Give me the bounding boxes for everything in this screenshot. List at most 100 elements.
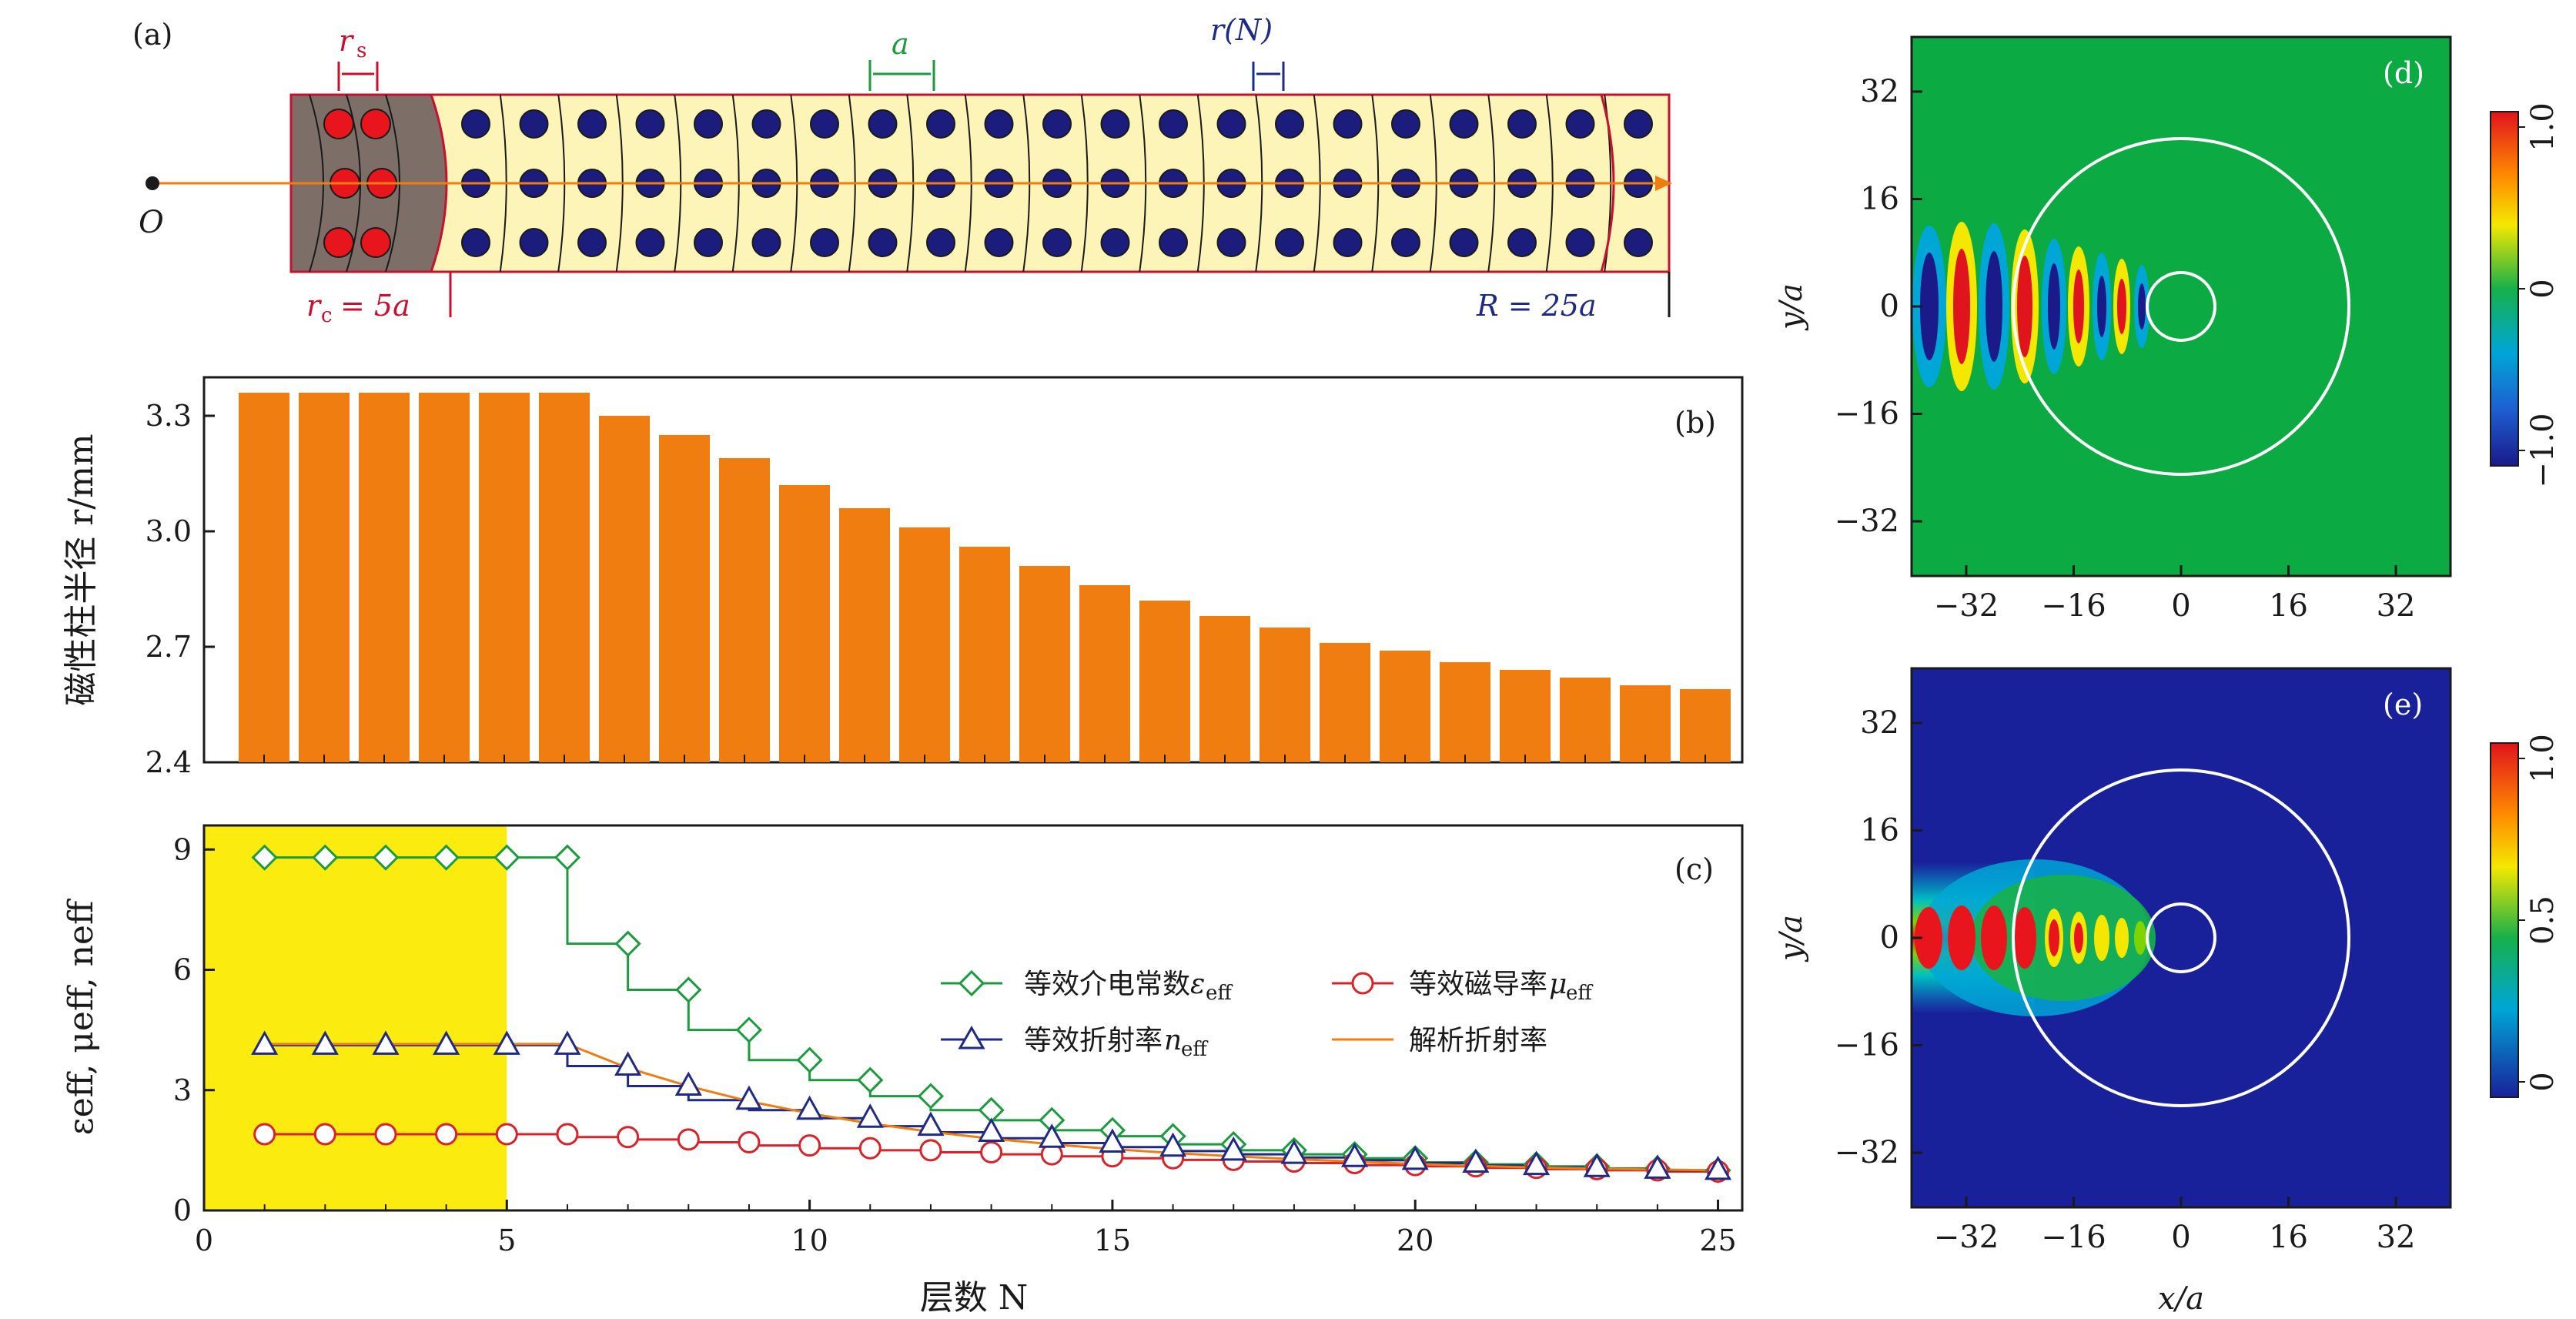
outer-rod bbox=[1333, 228, 1363, 257]
n-marker bbox=[1523, 1150, 1551, 1176]
panel-b-bar-chart: 2.4 2.7 3.0 3.3 (b) 磁性柱半径 r/mm bbox=[62, 376, 1744, 779]
x-tick-label: −16 bbox=[2041, 1220, 2106, 1255]
outer-rod bbox=[461, 109, 490, 139]
axes-d: 32 16 0 −16 −32 −32 −16 0 16 32 bbox=[1835, 74, 2416, 624]
outer-rod bbox=[1624, 228, 1653, 257]
colorbar-tick-label: 0 bbox=[2525, 279, 2561, 298]
outer-rod bbox=[1042, 228, 1072, 257]
e-y-axis-label: y/a bbox=[1774, 915, 1809, 962]
rc-equation: = 5a bbox=[340, 289, 410, 323]
a-dimension bbox=[868, 60, 935, 91]
axes-c: 0 3 6 9 0 5 10 15 20 25 bbox=[173, 832, 1737, 1257]
outer-rod bbox=[1216, 228, 1246, 257]
bar bbox=[1560, 678, 1611, 762]
panel-c-line-chart: 0 3 6 9 0 5 10 15 20 25 (c) 层数 N εeff, μeff, neff… bbox=[62, 824, 1744, 1317]
outer-rod bbox=[984, 228, 1014, 257]
outer-rod bbox=[519, 228, 549, 257]
bar bbox=[419, 393, 470, 762]
a-label: a bbox=[892, 27, 909, 61]
legend-sym-epsilon: ε bbox=[1190, 969, 1205, 1000]
epsilon-marker bbox=[614, 930, 641, 957]
panel-b-label: (b) bbox=[1674, 406, 1716, 440]
rs-label: r bbox=[339, 24, 355, 58]
epsilon-marker bbox=[735, 1016, 763, 1043]
colorbar-tick-label: 1.0 bbox=[2525, 734, 2561, 783]
bar bbox=[1380, 651, 1430, 762]
outer-rod bbox=[1042, 109, 1072, 139]
y-tick-label: 16 bbox=[1860, 812, 1899, 848]
n-marker bbox=[1401, 1145, 1429, 1170]
y-tick-label: 3 bbox=[173, 1073, 192, 1107]
x-tick-label: 5 bbox=[497, 1224, 516, 1257]
highlight-region bbox=[204, 825, 507, 1210]
y-tick-label: −16 bbox=[1835, 1028, 1899, 1063]
n-marker bbox=[674, 1071, 702, 1096]
y-tick-label: 6 bbox=[173, 953, 192, 987]
y-tick-label: 0 bbox=[173, 1193, 192, 1227]
x-tick-label: −32 bbox=[1934, 1220, 1999, 1255]
epsilon-marker bbox=[493, 844, 520, 871]
rs-dimension bbox=[337, 62, 379, 91]
outer-rod bbox=[1507, 228, 1537, 257]
outer-rod bbox=[1449, 109, 1479, 139]
inner-ring-e bbox=[2146, 902, 2216, 973]
colorbar-tick-label: 0 bbox=[2525, 1072, 2561, 1091]
inner-rod bbox=[360, 109, 391, 139]
colorbar-d-ticks: 1.0 0 −1.0 bbox=[2518, 102, 2561, 488]
x-tick-label: 15 bbox=[1094, 1224, 1131, 1257]
legend-sym-mu: μ bbox=[1549, 969, 1567, 1000]
n-marker bbox=[978, 1117, 1005, 1142]
n-marker bbox=[554, 1030, 581, 1055]
bar bbox=[1199, 616, 1250, 762]
outer-ring-e bbox=[2012, 768, 2350, 1107]
x-tick-label: 20 bbox=[1397, 1224, 1434, 1257]
mu-marker bbox=[858, 1137, 882, 1160]
e-x-axis-label: x/a bbox=[2158, 1281, 2204, 1317]
bar bbox=[359, 393, 410, 762]
outer-rod bbox=[1391, 109, 1420, 139]
x-tick-label: 0 bbox=[2171, 588, 2190, 624]
inner-ring-d bbox=[2146, 271, 2216, 342]
bar bbox=[1680, 689, 1731, 762]
bars bbox=[239, 393, 1731, 762]
n-marker bbox=[917, 1111, 945, 1137]
x-tick-label: 16 bbox=[2269, 588, 2308, 624]
legend-item-analytic: 解析折射率 bbox=[1332, 1025, 1547, 1056]
n-marker bbox=[735, 1085, 763, 1110]
bar bbox=[1620, 685, 1671, 762]
outer-rod bbox=[1333, 109, 1363, 139]
epsilon-marker bbox=[857, 1066, 884, 1093]
bar bbox=[539, 393, 590, 762]
wave-pattern-d bbox=[1912, 222, 2149, 391]
y-tick-label: 9 bbox=[173, 832, 192, 866]
x-tick-label: 16 bbox=[2269, 1220, 2308, 1255]
epsilon-marker bbox=[796, 1046, 823, 1073]
b-y-axis-label: 磁性柱半径 r/mm bbox=[62, 434, 101, 705]
rc-label: r bbox=[306, 289, 323, 323]
epsilon-marker bbox=[554, 844, 581, 871]
outer-rod bbox=[1391, 228, 1420, 257]
bar bbox=[959, 547, 1010, 762]
outer-rod bbox=[1449, 228, 1479, 257]
x-tick-label: −32 bbox=[1934, 588, 1999, 624]
legend-text-n: 等效折射率 bbox=[1024, 1025, 1163, 1056]
n-marker bbox=[372, 1030, 400, 1055]
bar bbox=[1320, 643, 1370, 762]
bar bbox=[899, 527, 950, 762]
legend-sub-mu: eff bbox=[1566, 982, 1594, 1005]
n-marker bbox=[1219, 1136, 1247, 1161]
bar bbox=[659, 435, 710, 762]
axes-b: 2.4 2.7 3.0 3.3 bbox=[146, 399, 1706, 779]
bar bbox=[1440, 662, 1490, 762]
y-tick-label: 32 bbox=[1860, 705, 1899, 741]
magnetic-rods bbox=[323, 109, 1653, 258]
outer-rod bbox=[810, 228, 839, 257]
outer-rod bbox=[635, 228, 665, 257]
y-tick-label: 3.3 bbox=[146, 399, 192, 433]
outer-rod bbox=[1275, 109, 1304, 139]
epsilon-marker bbox=[372, 844, 400, 871]
mu-marker bbox=[677, 1128, 700, 1151]
colorbar-e bbox=[2490, 742, 2519, 1098]
origin-point bbox=[146, 176, 159, 190]
R-label: R = 25a bbox=[1476, 289, 1597, 323]
